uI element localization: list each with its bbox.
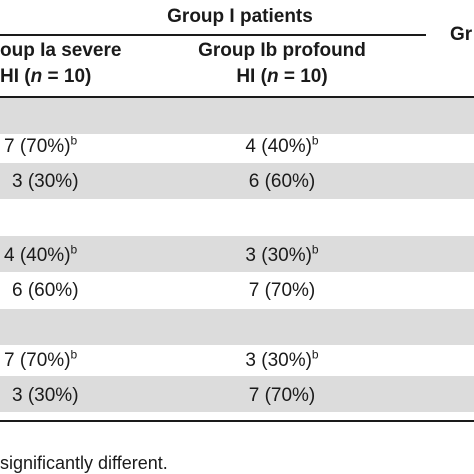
- group-ii-header-partial: Gr: [450, 24, 473, 45]
- table-cell-a: 4 (40%)b: [4, 242, 78, 266]
- col-b-header-line1: Group Ib profound: [198, 40, 366, 61]
- row-band-2: [0, 236, 474, 272]
- table-cell-a: 7 (70%)b: [4, 133, 78, 157]
- table-cell-b: 4 (40%)b: [245, 133, 319, 157]
- col-b-header-line2: HI (n = 10): [236, 66, 328, 87]
- group-i-header: Group I patients: [167, 6, 313, 27]
- row-band-3: [0, 376, 474, 412]
- table-cell-b: 6 (60%): [248, 171, 316, 192]
- section-band-2: [0, 309, 474, 345]
- table-cell-b: 7 (70%): [248, 280, 316, 301]
- table-cell-a: 3 (30%): [12, 385, 79, 406]
- header-bottom-rule: [0, 96, 474, 98]
- col-a-header-line2: HI (n = 10): [0, 66, 92, 87]
- table-cell-a: 7 (70%)b: [4, 347, 78, 371]
- table-cell-b: 3 (30%)b: [245, 242, 319, 266]
- table-cell-a: 6 (60%): [12, 280, 79, 301]
- col-a-header-line1: oup Ia severe: [0, 40, 122, 61]
- table-cell-b: 7 (70%): [248, 385, 316, 406]
- section-band-1: [0, 98, 474, 134]
- table-bottom-rule: [0, 420, 474, 422]
- table-cell-b: 3 (30%)b: [245, 347, 319, 371]
- table-cell-a: 3 (30%): [12, 171, 79, 192]
- footnote: significantly different.: [0, 453, 168, 473]
- group-i-header-underline: [0, 34, 426, 36]
- row-band-1: [0, 163, 474, 199]
